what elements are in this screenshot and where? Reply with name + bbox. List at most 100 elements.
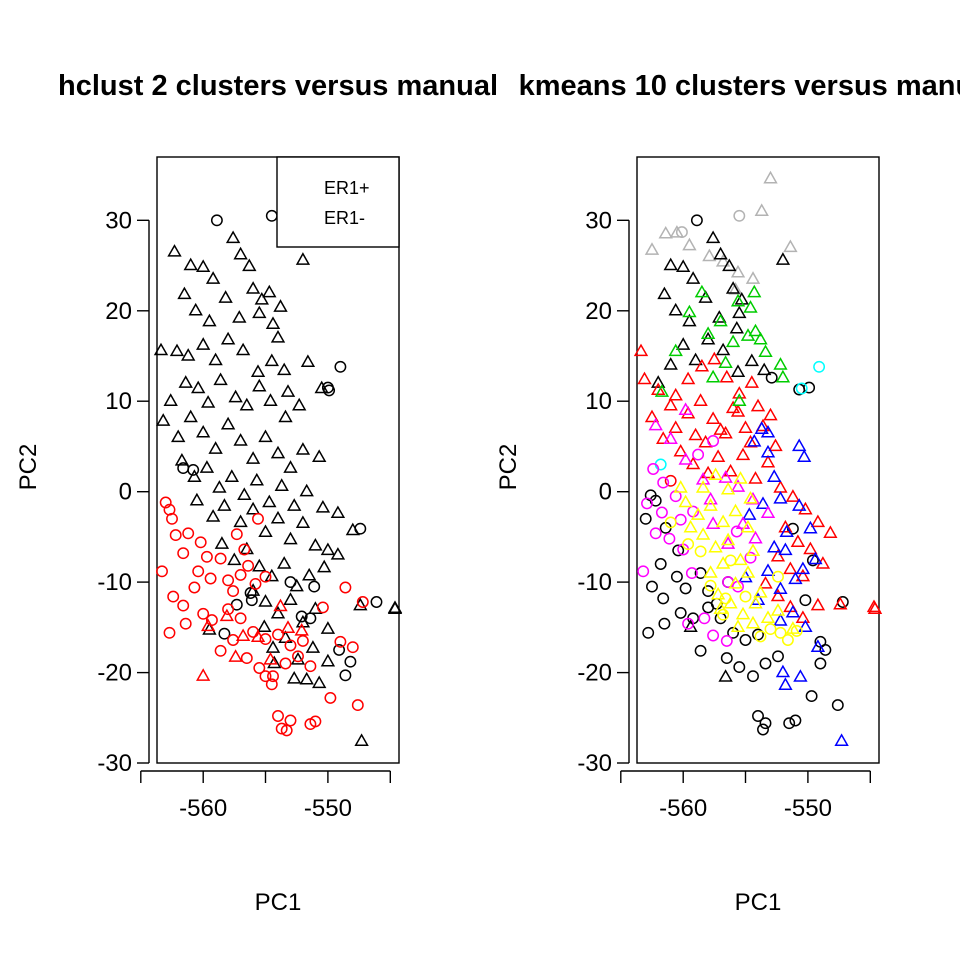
data-point <box>705 369 721 383</box>
data-point <box>754 421 769 434</box>
data-point <box>678 494 693 508</box>
y-tick-label: 10 <box>105 388 132 415</box>
data-point <box>693 393 708 406</box>
data-point <box>259 633 272 646</box>
y-tick-label: 0 <box>119 479 132 506</box>
data-point <box>688 427 703 441</box>
data-point <box>656 431 671 444</box>
data-point <box>698 612 711 625</box>
data-point <box>833 596 848 610</box>
data-point <box>644 242 660 255</box>
data-point <box>732 305 747 319</box>
data-point <box>218 627 231 640</box>
data-point <box>169 343 185 357</box>
data-point <box>156 565 168 578</box>
data-point <box>760 444 776 458</box>
data-point <box>685 567 698 580</box>
data-point <box>230 528 243 541</box>
data-point <box>789 714 802 727</box>
data-point <box>781 634 794 646</box>
data-point <box>181 348 196 361</box>
data-point <box>308 537 323 551</box>
data-point <box>819 643 832 656</box>
data-point <box>810 639 826 652</box>
data-point <box>742 507 757 520</box>
legend-box <box>276 156 400 248</box>
data-point <box>197 607 210 620</box>
data-point <box>806 554 819 567</box>
data-point <box>235 628 251 642</box>
data-point <box>339 669 352 682</box>
data-point <box>778 677 793 690</box>
data-point <box>279 657 292 670</box>
data-point <box>178 375 193 388</box>
data-point <box>265 678 278 691</box>
data-point <box>295 252 311 265</box>
data-point <box>785 489 801 502</box>
data-point <box>788 571 803 585</box>
data-point <box>770 588 786 602</box>
legend-entry-er1-minus: ER1- <box>324 208 365 228</box>
data-point <box>748 530 763 544</box>
data-point <box>747 670 759 683</box>
data-point <box>795 568 811 582</box>
data-point <box>692 448 705 461</box>
data-point <box>252 558 267 572</box>
data-point <box>743 490 758 504</box>
data-point <box>233 246 248 260</box>
data-point <box>730 619 746 633</box>
data-point <box>702 601 715 614</box>
data-point <box>679 582 692 595</box>
data-point <box>234 612 247 625</box>
data-point <box>728 282 743 295</box>
data-point <box>272 628 284 641</box>
data-point <box>212 480 227 493</box>
data-point <box>187 469 202 482</box>
chart-title-right: kmeans 10 clusters versus manual <box>519 70 960 102</box>
data-point <box>333 643 346 656</box>
data-point <box>663 397 678 411</box>
data-point <box>757 723 769 736</box>
data-point <box>720 481 736 495</box>
data-point <box>707 629 720 642</box>
data-point <box>655 506 668 519</box>
data-point <box>188 302 203 316</box>
data-point <box>724 554 737 567</box>
data-point <box>735 447 751 461</box>
y-tick-label: -20 <box>577 660 612 687</box>
data-point <box>654 558 667 570</box>
y-axis-title-left: PC2 <box>15 444 42 491</box>
data-point <box>250 364 266 377</box>
data-points-right <box>633 170 883 747</box>
data-point <box>785 621 801 634</box>
data-point <box>770 548 786 562</box>
data-point <box>639 512 652 525</box>
data-point <box>249 472 264 486</box>
data-point <box>793 669 808 682</box>
data-point <box>668 343 683 357</box>
data-point <box>676 259 691 273</box>
data-point <box>765 371 778 384</box>
data-point <box>370 596 383 608</box>
data-point <box>744 375 759 388</box>
data-point <box>682 313 697 327</box>
data-point <box>740 565 756 578</box>
y-tick-label: -20 <box>97 660 132 687</box>
data-point <box>705 230 721 244</box>
data-point <box>668 302 683 316</box>
data-point <box>258 524 273 538</box>
data-point <box>753 585 768 598</box>
data-point <box>647 463 660 475</box>
data-point <box>273 299 288 312</box>
data-point <box>760 424 776 438</box>
data-point <box>759 717 772 730</box>
data-point <box>810 514 826 528</box>
data-point <box>773 581 788 595</box>
x-tick-label: -560 <box>659 795 707 822</box>
data-point <box>299 671 314 685</box>
data-point <box>783 561 798 575</box>
data-point <box>772 570 784 583</box>
data-point <box>253 662 266 674</box>
data-point <box>734 291 749 305</box>
data-point <box>725 400 741 414</box>
